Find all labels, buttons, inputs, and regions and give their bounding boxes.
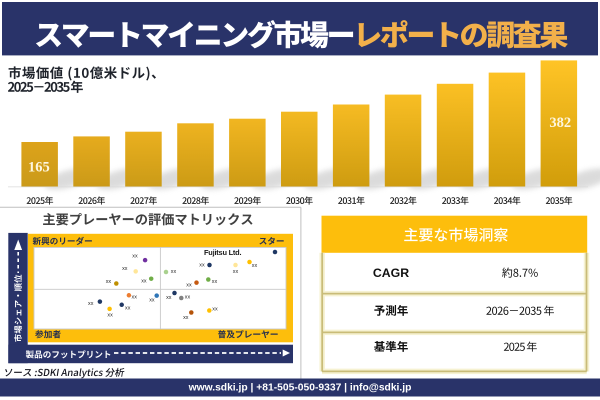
svg-text:xx: xx xyxy=(166,295,172,301)
svg-text:xx: xx xyxy=(212,307,218,313)
svg-text:xx: xx xyxy=(186,283,192,289)
svg-text:xx: xx xyxy=(132,254,138,260)
svg-text:xx: xx xyxy=(212,279,218,285)
svg-text:xx: xx xyxy=(183,315,189,321)
svg-text:xx: xx xyxy=(252,263,258,269)
svg-text:xx: xx xyxy=(233,269,239,275)
svg-text:xx: xx xyxy=(88,301,94,307)
svg-text:xx: xx xyxy=(149,298,155,304)
svg-text:www.sdki.jp | +81-505-050-9337: www.sdki.jp | +81-505-050-9337 | info@sd… xyxy=(188,382,412,393)
svg-text:xx: xx xyxy=(199,263,205,269)
svg-text:CAGR: CAGR xyxy=(373,266,409,280)
svg-text:xx: xx xyxy=(132,295,138,301)
svg-text:Fujitsu Ltd.: Fujitsu Ltd. xyxy=(204,248,242,257)
svg-text:xx: xx xyxy=(107,313,113,319)
svg-text:xx: xx xyxy=(125,305,131,311)
svg-text:xx: xx xyxy=(171,269,177,275)
svg-text:xx: xx xyxy=(185,295,191,301)
svg-text:382: 382 xyxy=(549,115,571,131)
svg-text:xx: xx xyxy=(122,266,128,272)
svg-text:xx: xx xyxy=(106,279,112,285)
svg-text:xx: xx xyxy=(141,278,147,284)
svg-text:165: 165 xyxy=(28,159,50,175)
